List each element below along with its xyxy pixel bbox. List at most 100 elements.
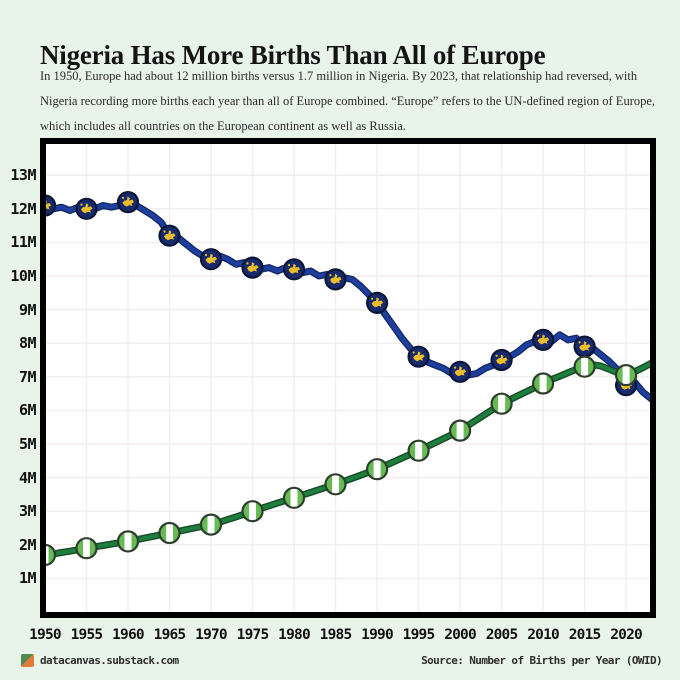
chart-subtitle: In 1950, Europe had about 12 million bir… <box>40 64 670 139</box>
europe-marker-icon <box>407 345 430 368</box>
chart-canvas <box>46 144 650 612</box>
x-tick-label: 2020 <box>610 627 643 643</box>
nigeria-flag-outline <box>282 486 306 509</box>
europe-map-shape <box>46 200 51 210</box>
nigeria-marker-icon <box>407 439 430 462</box>
y-tick-label: 11M <box>10 233 36 252</box>
europe-map-island <box>287 264 291 267</box>
y-tick-label: 9M <box>18 300 37 319</box>
europe-map-island <box>578 341 581 344</box>
nigeria-marker-icon <box>532 372 555 395</box>
nigeria-flag-outline <box>532 372 555 395</box>
nigeria-marker-icon <box>366 458 389 481</box>
x-tick-label: 2005 <box>485 627 519 643</box>
nigeria-flag-outline <box>199 513 223 536</box>
nigeria-marker-icon <box>449 419 472 442</box>
nigeria-marker-icon <box>324 473 347 496</box>
x-tick-label: 1990 <box>361 627 394 643</box>
nigeria-marker-icon <box>490 392 513 415</box>
europe-map-shape <box>81 203 93 214</box>
nigeria-flag-outline <box>324 473 347 496</box>
europe-line-edge <box>46 198 650 403</box>
y-tick-label: 7M <box>18 367 37 386</box>
europe-marker-icon <box>324 268 347 291</box>
europe-marker-icon <box>241 256 264 279</box>
y-tick-label: 5M <box>18 435 37 454</box>
europe-map-shape <box>454 366 467 377</box>
europe-map-shape <box>205 253 217 264</box>
europe-map-island <box>454 366 457 369</box>
europe-marker-icon <box>573 335 596 358</box>
x-tick-label: 1955 <box>70 627 104 643</box>
subtitle-line-2: Nigeria recording more births each year … <box>40 94 656 108</box>
europe-map-island <box>412 351 415 354</box>
nigeria-line-edge <box>46 360 650 559</box>
nigeria-marker-icon <box>199 513 223 536</box>
nigeria-marker-icon <box>116 530 140 553</box>
europe-marker-icon <box>116 190 140 214</box>
y-tick-label: 3M <box>18 502 37 521</box>
europe-map-shape <box>496 354 508 365</box>
europe-marker-icon <box>158 224 181 247</box>
x-tick-label: 1960 <box>112 627 145 643</box>
europe-map-island <box>121 196 125 199</box>
chart-title: Nigeria Has More Births Than All of Euro… <box>40 40 546 71</box>
x-tick-label: 2015 <box>568 627 602 643</box>
datacanvas-logo-icon <box>21 653 34 667</box>
europe-marker-icon <box>449 360 472 383</box>
nigeria-marker-icon <box>573 355 596 378</box>
footer-site-text: datacanvas.substack.com <box>40 653 179 667</box>
nigeria-flag-outline <box>366 458 389 481</box>
y-tick-label: 2M <box>18 535 37 554</box>
europe-map-shape <box>247 262 259 273</box>
europe-map-island <box>246 262 249 265</box>
nigeria-flag-outline <box>490 392 513 415</box>
europe-marker-icon <box>46 194 57 217</box>
nigeria-flag-outline <box>614 364 638 387</box>
nigeria-flag-outline <box>158 521 181 545</box>
x-tick-label: 1950 <box>29 627 62 643</box>
y-tick-label: 6M <box>18 401 37 420</box>
chart-plot-area <box>40 138 656 618</box>
europe-map-shape <box>330 273 342 284</box>
nigeria-line <box>46 361 650 557</box>
nigeria-flag-outline <box>46 543 57 566</box>
europe-map-shape <box>413 351 425 362</box>
x-tick-label: 2000 <box>444 627 477 643</box>
nigeria-flag-outline <box>241 500 264 523</box>
y-tick-label: 12M <box>10 199 36 218</box>
y-tick-label: 8M <box>18 334 37 353</box>
nigeria-marker-icon <box>614 364 638 387</box>
y-tick-label: 1M <box>18 569 37 588</box>
europe-map-shape <box>579 341 591 352</box>
nigeria-marker-icon <box>158 521 181 545</box>
europe-map-shape <box>164 230 176 241</box>
nigeria-flag-outline <box>407 439 430 462</box>
europe-map-island <box>371 297 374 300</box>
nigeria-flag-outline <box>573 355 596 378</box>
europe-marker-icon <box>532 328 555 351</box>
y-tick-label: 10M <box>10 267 36 286</box>
europe-map-island <box>537 334 540 337</box>
footer-source-text: Source: Number of Births per Year (OWID) <box>421 654 663 667</box>
nigeria-flag-outline <box>116 530 140 553</box>
subtitle-line-1: In 1950, Europe had about 12 million bir… <box>40 69 638 83</box>
nigeria-marker-icon <box>46 543 57 566</box>
europe-marker-icon <box>366 291 389 314</box>
y-tick-label: 13M <box>10 166 36 185</box>
x-tick-label: 1975 <box>236 627 270 643</box>
europe-marker-icon <box>282 258 306 281</box>
x-tick-label: 1980 <box>278 627 311 643</box>
europe-map-island <box>495 354 498 357</box>
subtitle-line-3: which includes all countries on the Euro… <box>40 119 406 133</box>
europe-marker-icon <box>75 197 98 220</box>
nigeria-flag-outline <box>75 537 98 560</box>
europe-map-shape <box>288 263 300 274</box>
nigeria-marker-icon <box>75 537 98 560</box>
x-tick-label: 1985 <box>319 627 353 643</box>
x-tick-label: 1965 <box>153 627 187 643</box>
europe-marker-icon <box>199 248 223 271</box>
europe-map-island <box>204 253 208 257</box>
y-tick-label: 4M <box>18 468 37 487</box>
